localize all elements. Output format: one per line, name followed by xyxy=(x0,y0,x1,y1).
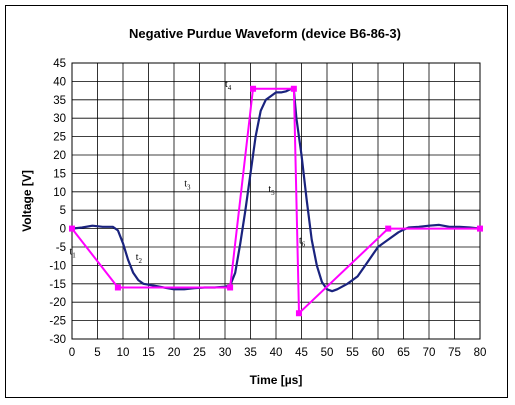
annotation-t4: t4 xyxy=(225,79,232,92)
y-tick-label: 25 xyxy=(53,132,66,144)
x-tick-label: 25 xyxy=(193,347,206,359)
annotation-t6: t6 xyxy=(299,235,306,248)
series-1 xyxy=(69,85,483,317)
y-tick-label: 0 xyxy=(60,224,66,236)
data-point xyxy=(250,85,257,92)
y-tick-label: -30 xyxy=(49,334,66,346)
x-tick-label: 5 xyxy=(94,347,100,359)
y-tick-label: -10 xyxy=(49,260,66,272)
y-tick-label: 10 xyxy=(53,187,66,199)
data-point xyxy=(290,85,297,92)
series-layer xyxy=(69,85,483,317)
series-0 xyxy=(71,87,481,293)
series-line-1 xyxy=(71,87,480,315)
chart-frame xyxy=(5,5,508,398)
x-tick-label: 60 xyxy=(372,347,385,359)
x-tick-label: 50 xyxy=(321,347,334,359)
x-tick-labels: 0 5 10 15 20 25 30 35 40 45 50 55 60 65 70 75 80 xyxy=(69,347,487,359)
grid xyxy=(71,62,481,340)
y-tick-label: -20 xyxy=(49,297,66,309)
x-tick-label: 55 xyxy=(346,347,359,359)
annotation-t5: t5 xyxy=(268,184,275,197)
y-tick-label: 30 xyxy=(53,113,66,125)
annotation-t1: t1 xyxy=(69,246,76,259)
data-point xyxy=(295,310,302,317)
data-point xyxy=(69,225,75,232)
y-tick-label: -15 xyxy=(49,279,66,291)
y-tick-label: 20 xyxy=(53,150,66,162)
y-tick-label: 40 xyxy=(53,76,66,88)
x-tick-label: 80 xyxy=(474,347,487,359)
y-tick-label: -25 xyxy=(49,316,66,328)
y-tick-label: 15 xyxy=(53,168,66,180)
x-axis-title: Time [µs] xyxy=(250,373,303,387)
y-tick-label: 5 xyxy=(60,205,66,217)
data-point xyxy=(227,284,234,291)
y-tick-label: 35 xyxy=(53,95,66,107)
plot-area xyxy=(71,62,481,340)
data-point xyxy=(385,225,392,232)
x-tick-label: 0 xyxy=(69,347,75,359)
data-point xyxy=(477,225,483,232)
annotation-t2: t2 xyxy=(136,252,143,265)
y-tick-label: -5 xyxy=(56,242,66,254)
x-tick-label: 70 xyxy=(423,347,436,359)
x-tick-label: 15 xyxy=(142,347,155,359)
x-tick-label: 20 xyxy=(168,347,181,359)
chart-title: Negative Purdue Waveform (device B6-86-3… xyxy=(129,26,401,41)
annotation-t3: t3 xyxy=(184,178,191,191)
x-tick-label: 75 xyxy=(448,347,461,359)
y-tick-labels: 45 40 35 30 25 20 15 10 5 0 -5 -10 -15 -20 -25 -30 xyxy=(49,58,66,346)
y-axis-title: Voltage [V] xyxy=(20,170,34,232)
series-line-0 xyxy=(71,87,481,293)
x-tick-label: 10 xyxy=(117,347,130,359)
annotations: t1 t2 t3 t4 t5 t6 xyxy=(69,79,305,265)
x-tick-label: 35 xyxy=(244,347,257,359)
y-tick-label: 45 xyxy=(53,58,66,70)
data-point xyxy=(114,284,121,291)
x-tick-label: 45 xyxy=(295,347,308,359)
x-tick-label: 30 xyxy=(219,347,232,359)
x-tick-label: 65 xyxy=(397,347,410,359)
x-tick-label: 40 xyxy=(270,347,283,359)
